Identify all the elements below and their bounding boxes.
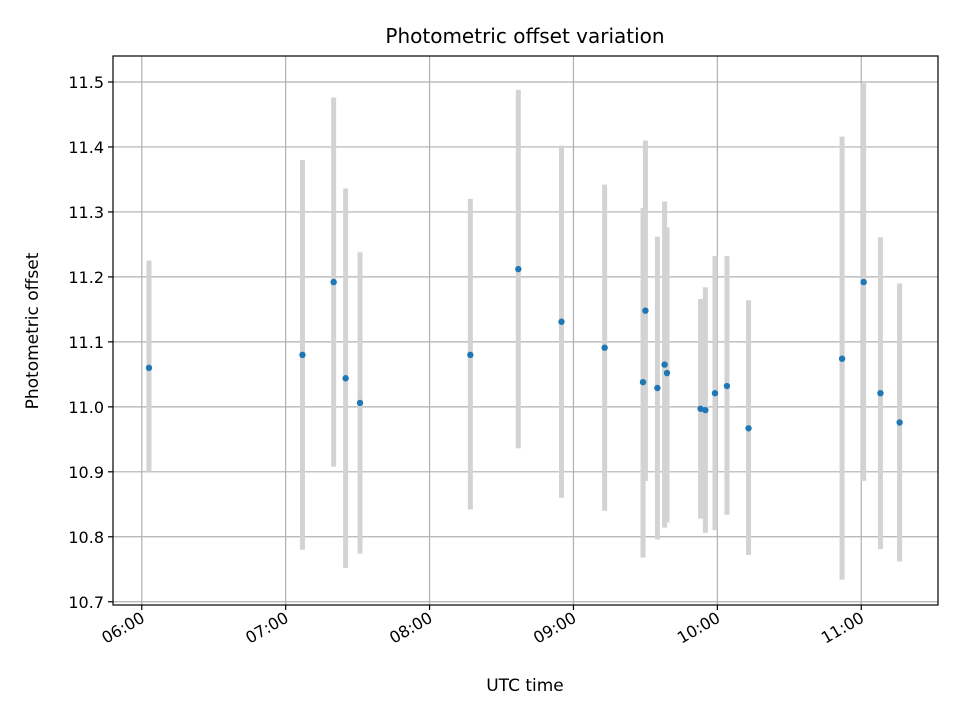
- y-tick-label: 10.9: [68, 463, 104, 482]
- y-axis-label: Photometric offset: [23, 252, 43, 409]
- data-point: [697, 405, 704, 412]
- data-point: [558, 318, 565, 325]
- data-point: [877, 389, 884, 397]
- data-point: [838, 355, 846, 362]
- chart-title: Photometric offset variation: [385, 24, 664, 48]
- data-point: [745, 425, 752, 432]
- y-tick-label: 10.8: [68, 528, 104, 547]
- data-point: [145, 364, 153, 372]
- data-point: [654, 384, 661, 392]
- data-point: [342, 375, 349, 382]
- data-point: [356, 399, 364, 407]
- data-point: [467, 351, 474, 359]
- y-tick-label: 11.5: [68, 73, 104, 92]
- y-tick-label: 11.0: [68, 398, 104, 417]
- y-tick-label: 11.2: [68, 268, 104, 287]
- data-point: [642, 307, 649, 314]
- data-point: [663, 369, 671, 377]
- y-tick-label: 11.3: [68, 203, 104, 222]
- plot-frame: [112, 55, 939, 606]
- data-point: [639, 378, 647, 386]
- data-point: [515, 265, 522, 273]
- data-point: [330, 278, 337, 286]
- data-point: [601, 344, 608, 351]
- data-point: [702, 406, 709, 414]
- data-point: [711, 389, 719, 397]
- data-point: [723, 382, 731, 390]
- point-layer: [145, 265, 903, 432]
- data-point: [896, 419, 903, 426]
- y-tick-label: 11.4: [68, 138, 104, 157]
- data-point: [299, 351, 306, 359]
- y-tick-label: 10.7: [68, 593, 104, 612]
- data-point: [661, 361, 668, 368]
- y-tick-label: 11.1: [68, 333, 104, 352]
- data-point: [860, 278, 867, 286]
- x-axis-label: UTC time: [486, 676, 564, 696]
